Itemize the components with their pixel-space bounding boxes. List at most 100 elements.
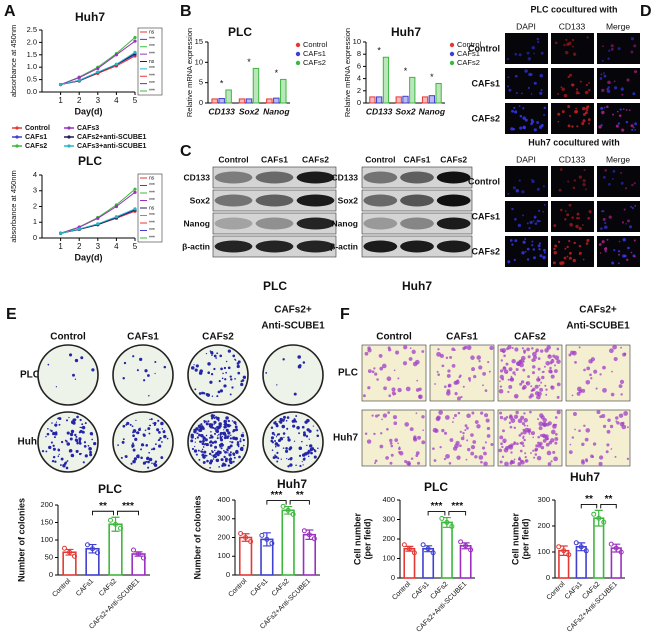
micrograph (505, 201, 548, 232)
significance-label: *** (451, 501, 463, 512)
cell-dot (586, 238, 590, 242)
migrated-cell (451, 347, 455, 352)
if-row-label: CAFs1 (471, 211, 500, 221)
x-tick-label: Control (51, 577, 72, 598)
migrated-cell (409, 427, 414, 432)
colony (236, 443, 240, 446)
cell-dot (600, 73, 603, 76)
cell-dot (631, 183, 634, 187)
cell-dot (588, 210, 592, 214)
colony (212, 458, 215, 460)
colony (229, 424, 232, 427)
colony (200, 433, 204, 438)
blot-column: Control (218, 154, 248, 164)
colony (62, 464, 66, 468)
cell-dot (531, 45, 536, 50)
migrated-cell (569, 443, 572, 446)
cell-dot (520, 92, 523, 95)
colony (84, 454, 88, 458)
migrated-cell (476, 355, 482, 360)
cell-dot (515, 92, 518, 95)
migrated-cell (504, 461, 509, 467)
y-axis-label: Relative mRNA expression (343, 28, 352, 117)
migrated-cell (371, 370, 375, 374)
if-row-label: Control (468, 43, 500, 53)
significance-bracket (117, 510, 139, 516)
migrated-cell (436, 351, 441, 357)
migrated-cell (452, 417, 455, 420)
colony (45, 435, 47, 438)
colony (209, 436, 211, 439)
assay-column: Anti-SCUBE1 (566, 321, 630, 332)
x-tick-label: 1 (58, 242, 63, 251)
colony (120, 456, 123, 459)
data-point (468, 547, 474, 553)
legend-label: CAFs1 (303, 49, 326, 58)
colony (293, 392, 297, 396)
colony (227, 435, 230, 438)
migrated-cell (583, 424, 586, 428)
cell-dot (578, 175, 583, 179)
colony (297, 364, 302, 369)
colony (131, 443, 135, 448)
cell-dot (613, 80, 616, 83)
y-tick-label: 2.5 (27, 25, 37, 34)
colony (229, 375, 232, 378)
colony (242, 438, 246, 442)
cell-dot (627, 219, 630, 223)
migrated-cell (397, 387, 402, 393)
colony (117, 444, 119, 446)
migrated-cell (612, 344, 617, 350)
colony (207, 371, 211, 374)
cell-dot (607, 80, 611, 85)
cell-dot (587, 216, 591, 220)
migrated-cell (381, 418, 383, 421)
data-point (290, 511, 296, 517)
colony (216, 437, 219, 440)
colony (135, 419, 137, 422)
migrated-cell (529, 393, 534, 398)
colony (295, 464, 297, 467)
cell-dot (543, 114, 545, 116)
colony (132, 448, 136, 452)
migrated-cell (388, 394, 392, 398)
colony (200, 450, 202, 453)
colony (293, 440, 296, 442)
colony (55, 386, 58, 388)
data-point (561, 548, 567, 554)
cell-dot (533, 215, 537, 219)
migrated-cell (480, 411, 484, 415)
migrated-cell (588, 359, 593, 364)
colony (202, 439, 205, 443)
cell-dot (575, 224, 579, 229)
migrated-cell (398, 446, 401, 449)
cell-dot (561, 87, 565, 91)
data-point (608, 541, 614, 547)
colony (292, 424, 296, 428)
colony (231, 420, 234, 422)
colony (285, 447, 288, 450)
migrated-cell (513, 441, 516, 444)
colony (235, 428, 239, 432)
migrated-cell (520, 415, 525, 420)
data-point (444, 519, 450, 525)
blot-band (363, 194, 398, 207)
colony (146, 457, 149, 461)
colony (163, 429, 166, 432)
colony (80, 426, 83, 429)
significance-label: *** (149, 44, 155, 50)
colony (239, 440, 242, 443)
cell-dot (608, 182, 611, 186)
cell-dot (623, 208, 626, 211)
migrated-cell (576, 391, 581, 396)
if-column: CD133 (559, 21, 586, 31)
cell-dot (571, 83, 575, 87)
colony (236, 441, 240, 444)
colony (199, 371, 201, 373)
colony (214, 449, 216, 452)
colony (227, 349, 231, 353)
blot-band (214, 240, 253, 253)
legend-label: CAFs1 (25, 134, 47, 141)
colony (219, 389, 224, 393)
cell-dot (542, 185, 545, 188)
